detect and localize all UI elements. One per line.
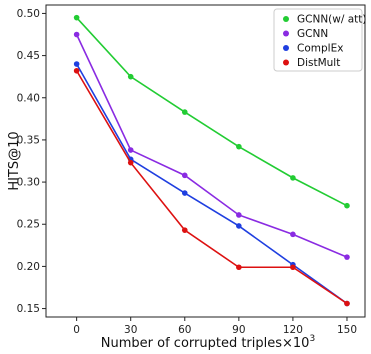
legend-label: ComplEx (297, 43, 343, 55)
data-point (236, 212, 242, 218)
legend-marker (283, 45, 289, 51)
y-tick-label: 0.50 (17, 8, 40, 20)
data-point (127, 159, 134, 166)
x-axis-label: Number of corrupted triples×103 (101, 334, 315, 351)
data-point (73, 61, 80, 67)
data-point (181, 190, 188, 196)
data-point (236, 223, 242, 229)
x-tick-label: 0 (73, 324, 80, 336)
data-point (181, 172, 188, 179)
series-line (75, 34, 348, 258)
y-axis: 0.15 0.20 0.25 0.30 0.35 0.40 0.45 0.50 (17, 8, 46, 315)
data-point (236, 143, 242, 150)
legend: GCNN(w/ att) GCNN ComplEx DistMult (273, 8, 367, 72)
series-line (75, 70, 348, 305)
data-point (290, 231, 296, 238)
y-tick-label: 0.35 (17, 134, 40, 146)
data-point (127, 147, 134, 153)
legend-label: GCNN (297, 28, 328, 40)
x-axis-label-superscript: 3 (309, 334, 315, 344)
legend-box (273, 8, 363, 72)
x-axis-label-main: Number of corrupted triples×10 (101, 336, 310, 351)
x-tick-label: 120 (283, 324, 303, 336)
data-point (344, 300, 350, 307)
legend-marker (283, 30, 289, 37)
x-tick-label: 150 (337, 324, 357, 336)
series-line (75, 63, 348, 305)
data-point (344, 202, 350, 209)
series-line (76, 17, 348, 207)
x-tick-label: 60 (178, 324, 191, 336)
y-tick-label: 0.30 (17, 177, 40, 189)
legend-label: DistMult (297, 57, 340, 69)
x-tick-label: 90 (232, 324, 245, 336)
x-tick-label: 30 (124, 324, 137, 336)
data-point (181, 227, 188, 233)
y-tick-label: 0.20 (17, 261, 40, 273)
data-point (127, 73, 134, 80)
legend-marker (283, 59, 289, 66)
y-tick-label: 0.40 (17, 92, 40, 104)
y-tick-label: 0.25 (17, 219, 40, 231)
data-point (236, 264, 242, 271)
data-point (73, 14, 80, 21)
y-axis-label: HITS@10 (7, 131, 22, 190)
y-tick-label: 0.45 (17, 50, 40, 62)
series-layer (73, 14, 350, 307)
x-axis: 0 30 60 90 120 150 (73, 317, 357, 336)
data-point (181, 109, 188, 115)
y-tick-label: 0.15 (17, 303, 40, 315)
data-point (73, 31, 80, 38)
legend-label: GCNN(w/ att) (297, 14, 367, 26)
data-point (73, 67, 80, 74)
data-point (290, 175, 296, 181)
legend-marker (283, 16, 289, 22)
data-point (344, 254, 350, 260)
data-point (290, 264, 296, 271)
